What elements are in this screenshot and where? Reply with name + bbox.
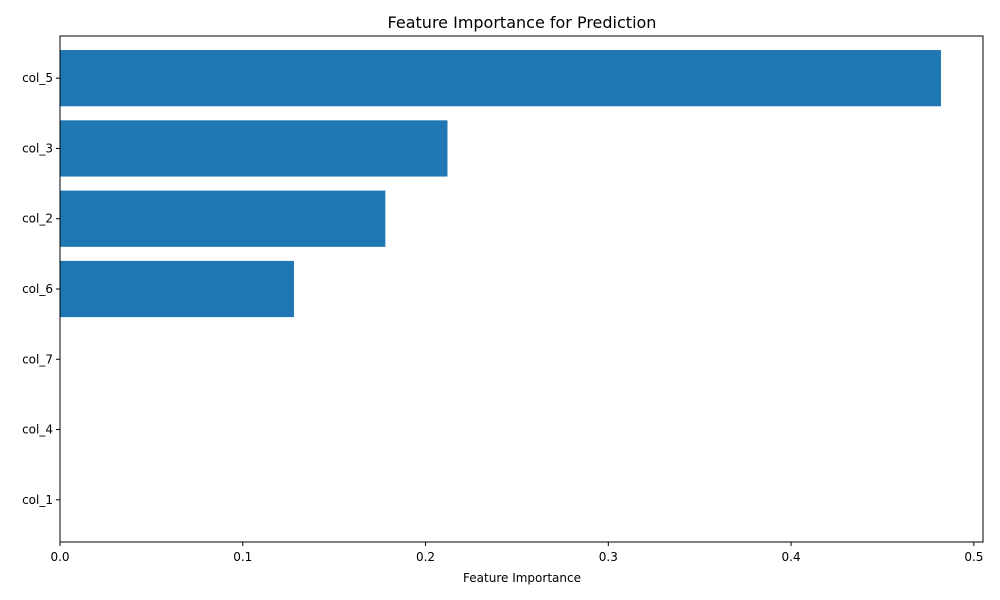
chart-title: Feature Importance for Prediction <box>388 13 657 32</box>
x-axis-label: Feature Importance <box>463 571 581 585</box>
x-axis-ticks: 0.0 0.1 0.2 0.3 0.4 0.5 <box>50 542 983 564</box>
y-tick-label: col_3 <box>22 141 53 155</box>
y-tick-label: col_6 <box>22 282 53 296</box>
y-tick-label: col_1 <box>22 493 53 507</box>
bars-group <box>60 50 941 318</box>
y-tick-label: col_7 <box>22 352 53 366</box>
y-axis-ticks: col_5 col_3 col_2 col_6 col_7 col_4 col_1 <box>22 71 60 507</box>
bar-col_5 <box>60 50 941 107</box>
y-tick-label: col_4 <box>22 423 53 437</box>
y-tick-label: col_5 <box>22 71 53 85</box>
bar-col_2 <box>60 190 386 247</box>
x-tick-label: 0.2 <box>416 550 435 564</box>
x-tick-label: 0.5 <box>964 550 983 564</box>
bar-col_6 <box>60 260 294 318</box>
y-tick-label: col_2 <box>22 212 53 226</box>
x-tick-label: 0.1 <box>233 550 252 564</box>
x-tick-label: 0.0 <box>50 550 69 564</box>
x-tick-label: 0.3 <box>599 550 618 564</box>
x-tick-label: 0.4 <box>782 550 801 564</box>
bar-col_3 <box>60 120 448 177</box>
plot-frame <box>59 35 984 543</box>
